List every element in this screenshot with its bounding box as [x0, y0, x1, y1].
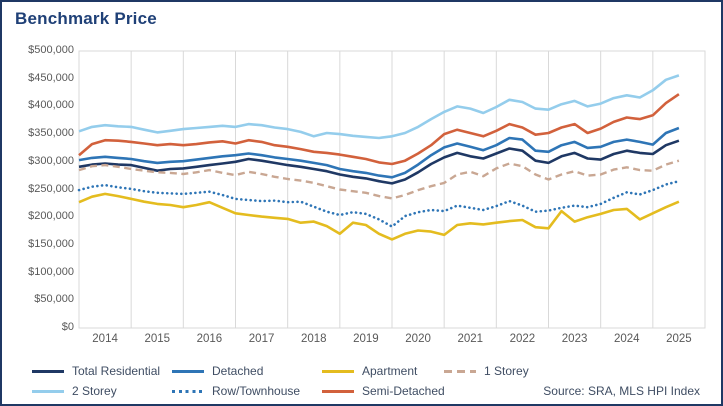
legend-swatch-row-townhouse: [172, 389, 204, 393]
y-axis-tick-label: $100,000: [28, 265, 74, 278]
legend-label: Apartment: [362, 364, 418, 378]
x-axis-tick-label: 2021: [457, 333, 484, 345]
series-line-total-residential: [78, 139, 680, 185]
legend-swatch-1-storey: [444, 369, 476, 373]
legend-label: Detached: [212, 364, 264, 378]
y-axis-tick-label: $200,000: [28, 210, 74, 223]
x-axis-tick-label: 2017: [248, 333, 275, 345]
y-axis-tick-label: $300,000: [28, 154, 74, 167]
y-axis-tick-label: $250,000: [28, 182, 74, 195]
legend-label: 2 Storey: [72, 384, 117, 398]
series-line-detached: [78, 126, 680, 179]
x-axis-tick-label: 2018: [300, 333, 327, 345]
x-axis-tick-label: 2023: [561, 333, 588, 345]
y-axis-tick-label: $150,000: [28, 237, 74, 250]
y-axis-tick-label: $0: [61, 321, 74, 333]
series-line-row-townhouse: [77, 179, 681, 228]
x-axis-tick-label: 2019: [353, 333, 379, 345]
legend-item-semi-detached: Semi-Detached: [322, 384, 445, 398]
legend-item-detached: Detached: [172, 364, 322, 378]
x-axis-tick-label: 2022: [509, 333, 536, 345]
y-axis-tick-label: $450,000: [28, 71, 74, 84]
y-axis: $0 $50,000 $100,000 $150,000 $200,000 $250,00…: [2, 2, 74, 342]
x-axis-tick-label: 2015: [144, 333, 171, 345]
source-note: Source: SRA, MLS HPI Index: [543, 384, 700, 398]
legend-item-apartment: Apartment: [322, 364, 444, 378]
legend-item-total-residential: Total Residential: [32, 364, 172, 378]
y-axis-tick-label: $400,000: [28, 99, 74, 112]
legend-swatch-total-residential: [32, 369, 64, 373]
legend-swatch-semi-detached: [322, 389, 354, 393]
page-title: Benchmark Price: [15, 9, 157, 28]
series-line-apartment: [78, 192, 680, 241]
legend-swatch-detached: [172, 369, 204, 373]
legend-swatch-2-storey: [32, 389, 64, 393]
legend-label: Row/Townhouse: [212, 384, 301, 398]
x-axis-tick-label: 2016: [196, 333, 223, 345]
series-line-1-storey: [78, 159, 680, 200]
y-axis-tick-label: $350,000: [28, 127, 74, 140]
x-axis-tick-label: 2020: [405, 333, 431, 345]
x-axis-tick-label: 2014: [92, 333, 118, 345]
legend-item-1-storey: 1 Storey: [444, 364, 704, 378]
legend-item-2-storey: 2 Storey: [32, 384, 172, 398]
x-axis: 2014 2015 2016 2017 2018 2019 2020 2021 2022 2023…: [2, 333, 721, 349]
x-axis-tick-label: 2025: [666, 333, 692, 345]
series-line-semi-detached: [78, 93, 680, 166]
legend-swatch-apartment: [322, 369, 354, 373]
legend-label: 1 Storey: [484, 364, 529, 378]
y-axis-tick-label: $500,000: [28, 44, 74, 56]
y-axis-tick-label: $50,000: [34, 293, 74, 306]
legend-item-row-townhouse: Row/Townhouse: [172, 384, 322, 398]
series-line-2-storey: [78, 74, 680, 140]
legend-label: Total Residential: [72, 364, 161, 378]
legend-label: Semi-Detached: [362, 384, 445, 398]
chart-legend: Total Residential Detached Apartment 1 S…: [32, 364, 704, 398]
x-axis-tick-label: 2024: [613, 333, 640, 345]
